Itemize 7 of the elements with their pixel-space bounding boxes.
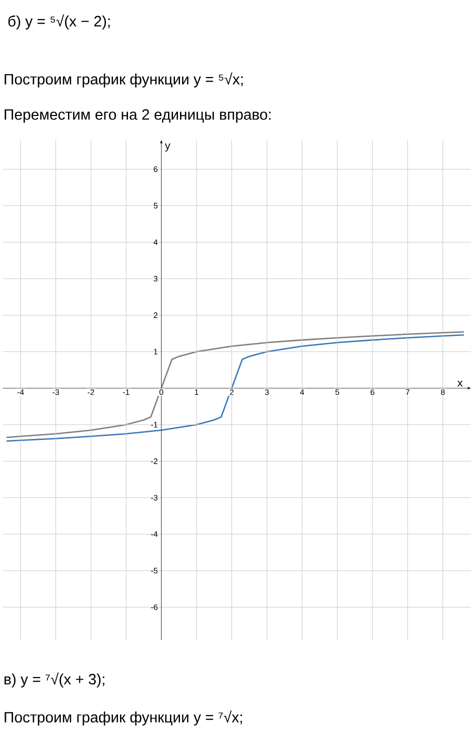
text: Переместим его на 2 единицы вправо: (4, 109, 271, 123)
text: Построим график функции y = ⁷√x; (4, 710, 242, 726)
chart-subtitle: Построим график функции y = ⁵√x; (4, 72, 243, 88)
y-axis-title: y (164, 144, 170, 152)
text: в) y = ⁷√(x + 3); (4, 672, 104, 688)
chart-title: б) y = ⁵√(x − 2); (8, 14, 110, 30)
x-axis-title: x (457, 380, 463, 386)
